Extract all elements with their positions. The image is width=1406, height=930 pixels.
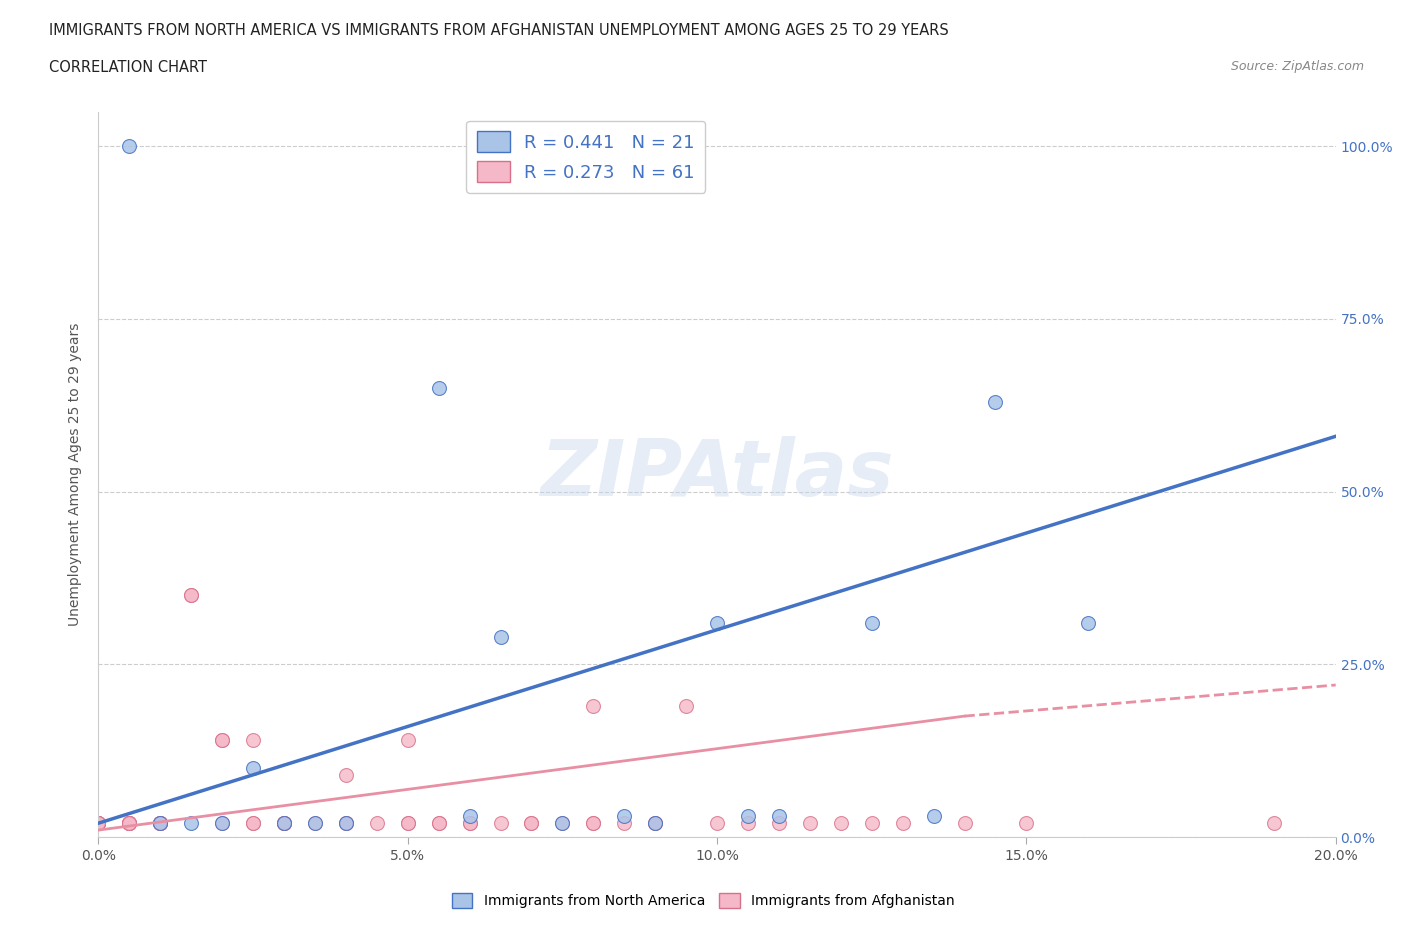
Point — [737, 809, 759, 824]
Point — [335, 816, 357, 830]
Point — [613, 809, 636, 824]
Point — [458, 809, 481, 824]
Point — [180, 588, 202, 603]
Point — [860, 616, 883, 631]
Point — [118, 816, 141, 830]
Point — [551, 816, 574, 830]
Point — [1015, 816, 1038, 830]
Point — [396, 816, 419, 830]
Point — [520, 816, 543, 830]
Point — [118, 816, 141, 830]
Point — [768, 816, 790, 830]
Point — [737, 816, 759, 830]
Text: Source: ZipAtlas.com: Source: ZipAtlas.com — [1230, 60, 1364, 73]
Point — [304, 816, 326, 830]
Y-axis label: Unemployment Among Ages 25 to 29 years: Unemployment Among Ages 25 to 29 years — [69, 323, 83, 626]
Text: CORRELATION CHART: CORRELATION CHART — [49, 60, 207, 75]
Point — [427, 816, 450, 830]
Point — [644, 816, 666, 830]
Point — [458, 816, 481, 830]
Point — [768, 809, 790, 824]
Point — [1077, 616, 1099, 631]
Point — [242, 761, 264, 776]
Point — [149, 816, 172, 830]
Point — [304, 816, 326, 830]
Point — [273, 816, 295, 830]
Point — [335, 816, 357, 830]
Legend: R = 0.441   N = 21, R = 0.273   N = 61: R = 0.441 N = 21, R = 0.273 N = 61 — [467, 121, 706, 193]
Point — [180, 816, 202, 830]
Text: ZIPAtlas: ZIPAtlas — [540, 436, 894, 512]
Point — [582, 816, 605, 830]
Point — [613, 816, 636, 830]
Point — [273, 816, 295, 830]
Point — [242, 816, 264, 830]
Point — [582, 698, 605, 713]
Text: IMMIGRANTS FROM NORTH AMERICA VS IMMIGRANTS FROM AFGHANISTAN UNEMPLOYMENT AMONG : IMMIGRANTS FROM NORTH AMERICA VS IMMIGRA… — [49, 23, 949, 38]
Point — [489, 630, 512, 644]
Point — [211, 816, 233, 830]
Point — [149, 816, 172, 830]
Point — [118, 816, 141, 830]
Point — [335, 767, 357, 782]
Point — [87, 816, 110, 830]
Point — [922, 809, 945, 824]
Point — [118, 816, 141, 830]
Point — [118, 816, 141, 830]
Point — [335, 816, 357, 830]
Point — [396, 816, 419, 830]
Point — [149, 816, 172, 830]
Point — [799, 816, 821, 830]
Point — [644, 816, 666, 830]
Point — [551, 816, 574, 830]
Point — [242, 733, 264, 748]
Point — [520, 816, 543, 830]
Point — [706, 616, 728, 631]
Point — [427, 380, 450, 395]
Point — [180, 588, 202, 603]
Point — [706, 816, 728, 830]
Point — [1263, 816, 1285, 830]
Point — [366, 816, 388, 830]
Point — [242, 816, 264, 830]
Point — [118, 139, 141, 153]
Point — [644, 816, 666, 830]
Point — [211, 733, 233, 748]
Point — [211, 816, 233, 830]
Point — [149, 816, 172, 830]
Point — [87, 816, 110, 830]
Point — [273, 816, 295, 830]
Point — [149, 816, 172, 830]
Point — [489, 816, 512, 830]
Point — [860, 816, 883, 830]
Point — [675, 698, 697, 713]
Point — [830, 816, 852, 830]
Point — [396, 733, 419, 748]
Point — [273, 816, 295, 830]
Point — [87, 816, 110, 830]
Point — [87, 816, 110, 830]
Point — [427, 816, 450, 830]
Point — [87, 816, 110, 830]
Point — [149, 816, 172, 830]
Point — [891, 816, 914, 830]
Point — [211, 733, 233, 748]
Point — [984, 394, 1007, 409]
Point — [87, 816, 110, 830]
Point — [582, 816, 605, 830]
Point — [458, 816, 481, 830]
Point — [953, 816, 976, 830]
Legend: Immigrants from North America, Immigrants from Afghanistan: Immigrants from North America, Immigrant… — [446, 888, 960, 914]
Point — [273, 816, 295, 830]
